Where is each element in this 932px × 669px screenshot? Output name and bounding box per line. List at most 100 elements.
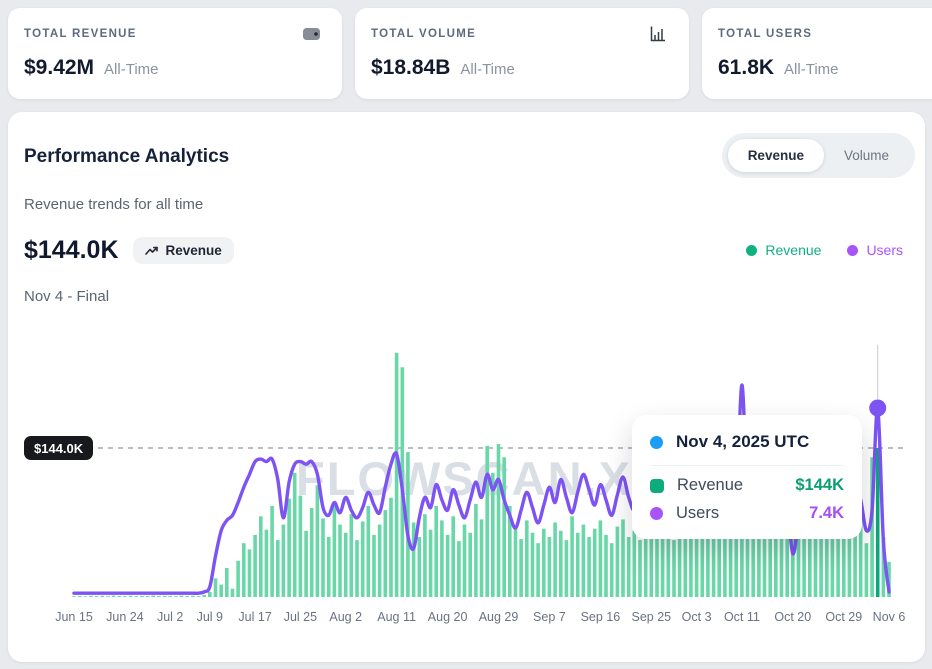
threshold-value-pill: $144.0K [24,436,94,460]
x-axis-label: Sep 7 [533,610,566,624]
revenue-bar [853,495,857,597]
chart-area: FLOWSCAN.XYZ $144.0K Jun 15 Jun 24 Jul 2 Ju… [8,335,925,635]
revenue-bar [145,596,150,597]
revenue-bar [225,568,229,597]
revenue-bar [491,472,495,597]
chart-metric-toggle: Revenue Volume [721,133,915,178]
revenue-bar [728,534,733,597]
revenue-bar [717,516,721,597]
revenue-bar [615,526,620,597]
revenue-bar [734,520,738,597]
revenue-bar [77,596,82,597]
revenue-bar [417,537,422,597]
revenue-bar [151,595,155,597]
revenue-bar [185,596,189,597]
revenue-bar [377,524,382,597]
revenue-bar [649,532,654,597]
stat-period: All-Time [104,61,159,78]
revenue-bar [774,522,778,597]
revenue-bar [134,596,139,597]
revenue-bar [762,526,767,597]
x-axis-label: Aug 2 [329,610,363,624]
revenue-bar [451,516,455,597]
revenue-bar [881,537,886,597]
revenue-bar [525,520,529,597]
headline-value: $144.0K [24,236,119,264]
legend-item-revenue[interactable]: Revenue [746,242,821,258]
revenue-bar [530,532,535,597]
stat-label: TOTAL USERS [718,28,813,40]
x-axis-label: Jul 17 [238,610,272,624]
revenue-bar [819,512,823,597]
revenue-bar [575,532,580,597]
revenue-bar [72,596,76,597]
revenue-bar [694,528,699,597]
revenue-bar [213,578,218,597]
revenue-bar [677,526,682,597]
revenue-bar [349,514,354,597]
revenue-bar [242,543,246,597]
revenue-bar [208,591,212,597]
revenue-bar [745,524,750,597]
revenue-bar [179,595,184,597]
revenue-bar [315,485,320,598]
revenue-bar [683,534,688,597]
legend-item-users[interactable]: Users [847,242,903,258]
tooltip-users-label: Users [676,504,720,522]
revenue-bar [796,522,801,597]
revenue-bar [276,540,280,597]
x-axis-label: Sep 16 [580,610,621,624]
revenue-bar [479,519,484,597]
stat-label: TOTAL REVENUE [24,28,137,40]
revenue-bar [100,595,105,597]
revenue-bar [757,518,761,597]
revenue-bar [445,534,450,597]
toggle-revenue-button[interactable]: Revenue [727,139,824,172]
revenue-bar [287,498,291,597]
revenue-bar [723,526,727,597]
revenue-bar [428,529,433,597]
revenue-bar [632,530,637,597]
revenue-bar [700,537,705,597]
wallet-icon [302,25,322,43]
x-axis-label: Aug 11 [377,610,416,624]
tooltip-users-value: 7.4K [809,504,844,522]
chart-legend: Revenue Users [746,242,903,258]
stat-value: $18.84B [371,56,451,79]
revenue-bar [355,540,359,597]
performance-chart[interactable] [8,335,925,602]
x-axis-label: Jul 9 [196,610,223,624]
legend-label: Revenue [765,242,822,258]
stat-value: 61.8K [718,56,775,79]
revenue-bar [830,516,835,597]
trend-up-icon [144,245,159,257]
revenue-bar [157,596,161,597]
stat-card-total-volume: TOTAL VOLUME $18.84B All-Time [355,8,689,99]
revenue-bar [740,512,744,597]
revenue-bar [253,534,257,597]
revenue-bar [502,457,506,597]
revenue-bar [485,445,489,597]
chart-tooltip: Nov 4, 2025 UTC Revenue $144K Users 7.4K [632,415,862,539]
revenue-bar [219,584,223,597]
stat-label: TOTAL VOLUME [371,28,477,40]
revenue-bar [389,497,393,597]
revenue-bar [230,588,235,597]
revenue-bar [621,519,625,597]
stat-card-total-users: TOTAL USERS 61.8K All-Time [702,8,932,99]
toggle-volume-button[interactable]: Volume [824,139,909,172]
revenue-bar [519,539,523,597]
revenue-bar [117,596,122,597]
revenue-bar [343,532,348,597]
revenue-bar [581,524,586,597]
revenue-bar [592,528,597,597]
revenue-bar [655,537,659,597]
revenue-bar [168,595,172,597]
x-axis-label: Aug 20 [427,610,468,624]
x-axis-label: Nov 6 [872,610,906,624]
revenue-bar [547,537,552,597]
panel-subtitle: Revenue trends for all time [24,196,204,213]
revenue-bar [462,524,467,597]
revenue-bar [564,540,569,597]
revenue-bar [553,522,557,597]
